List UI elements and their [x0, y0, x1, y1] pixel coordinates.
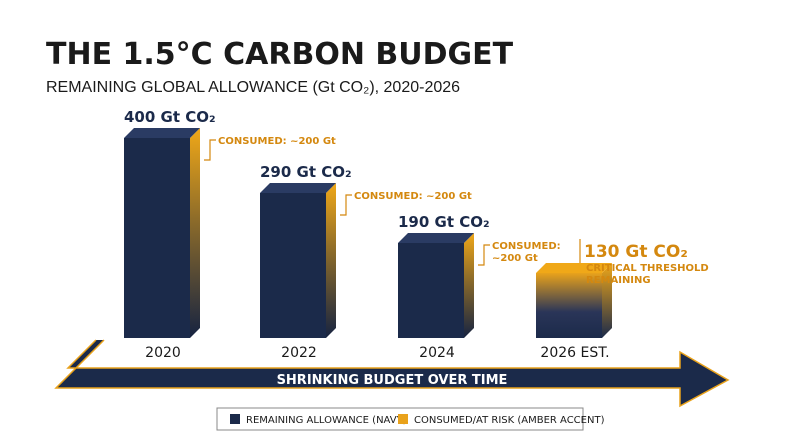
category-label-1: 2022	[281, 345, 317, 361]
legend-swatch-navy	[230, 414, 240, 424]
bar-side-0	[190, 128, 200, 338]
bar-top-3	[536, 263, 612, 273]
timeline-arrow-label: SHRINKING BUDGET OVER TIME	[277, 373, 508, 388]
category-label-3: 2026 EST.	[540, 345, 609, 361]
annotation-3-line-0: CRITICAL THRESHOLD	[586, 263, 709, 274]
bar-side-3	[602, 263, 612, 338]
chart-subtitle: REMAINING GLOBAL ALLOWANCE (Gt CO₂), 202…	[46, 79, 460, 96]
bar-1	[260, 193, 326, 338]
bar-0	[124, 138, 190, 338]
annotation-2-line-0: CONSUMED:	[492, 241, 561, 252]
annotation-1-line-0: CONSUMED: ~200 Gt	[354, 191, 472, 202]
bar-side-2	[464, 233, 474, 338]
legend: REMAINING ALLOWANCE (NAVY) CONSUMED/AT R…	[216, 407, 605, 431]
value-label-1: 290 Gt CO₂	[260, 163, 352, 181]
value-labels: 400 Gt CO₂ 290 Gt CO₂ 190 Gt CO₂ 130 Gt CO₂	[124, 108, 688, 262]
legend-swatch-amber	[398, 414, 408, 424]
value-label-3: 130 Gt CO₂	[584, 242, 688, 262]
bar-top-0	[124, 128, 200, 138]
annotation-bracket-1	[340, 194, 352, 216]
value-label-0: 400 Gt CO₂	[124, 108, 216, 126]
annotations: CONSUMED: ~200 Gt CONSUMED: ~200 Gt CONSUM…	[204, 136, 709, 286]
bar-3	[536, 273, 602, 338]
legend-item-remaining: REMAINING ALLOWANCE (NAVY)	[246, 415, 407, 426]
bar-side-1	[326, 183, 336, 338]
chart-title: THE 1.5°C CARBON BUDGET	[46, 37, 514, 72]
annotation-3-line-1: REMAINING	[586, 275, 651, 286]
category-label-2: 2024	[419, 345, 455, 361]
value-label-2: 190 Gt CO₂	[398, 213, 490, 231]
annotation-bracket-0	[204, 139, 216, 161]
legend-item-consumed: CONSUMED/AT RISK (AMBER ACCENT)	[414, 415, 605, 426]
bar-top-1	[260, 183, 336, 193]
bar-2	[398, 243, 464, 338]
annotation-0-line-0: CONSUMED: ~200 Gt	[218, 136, 336, 147]
annotation-2-line-1: ~200 Gt	[492, 253, 538, 264]
timeline-arrow	[56, 340, 728, 406]
annotation-bracket-2	[478, 244, 490, 266]
category-labels: 2020 2022 2024 2026 EST.	[145, 345, 609, 361]
bar-top-2	[398, 233, 474, 243]
timeline-arrow-outline	[54, 339, 730, 408]
category-label-0: 2020	[145, 345, 181, 361]
bars-group	[124, 128, 612, 338]
